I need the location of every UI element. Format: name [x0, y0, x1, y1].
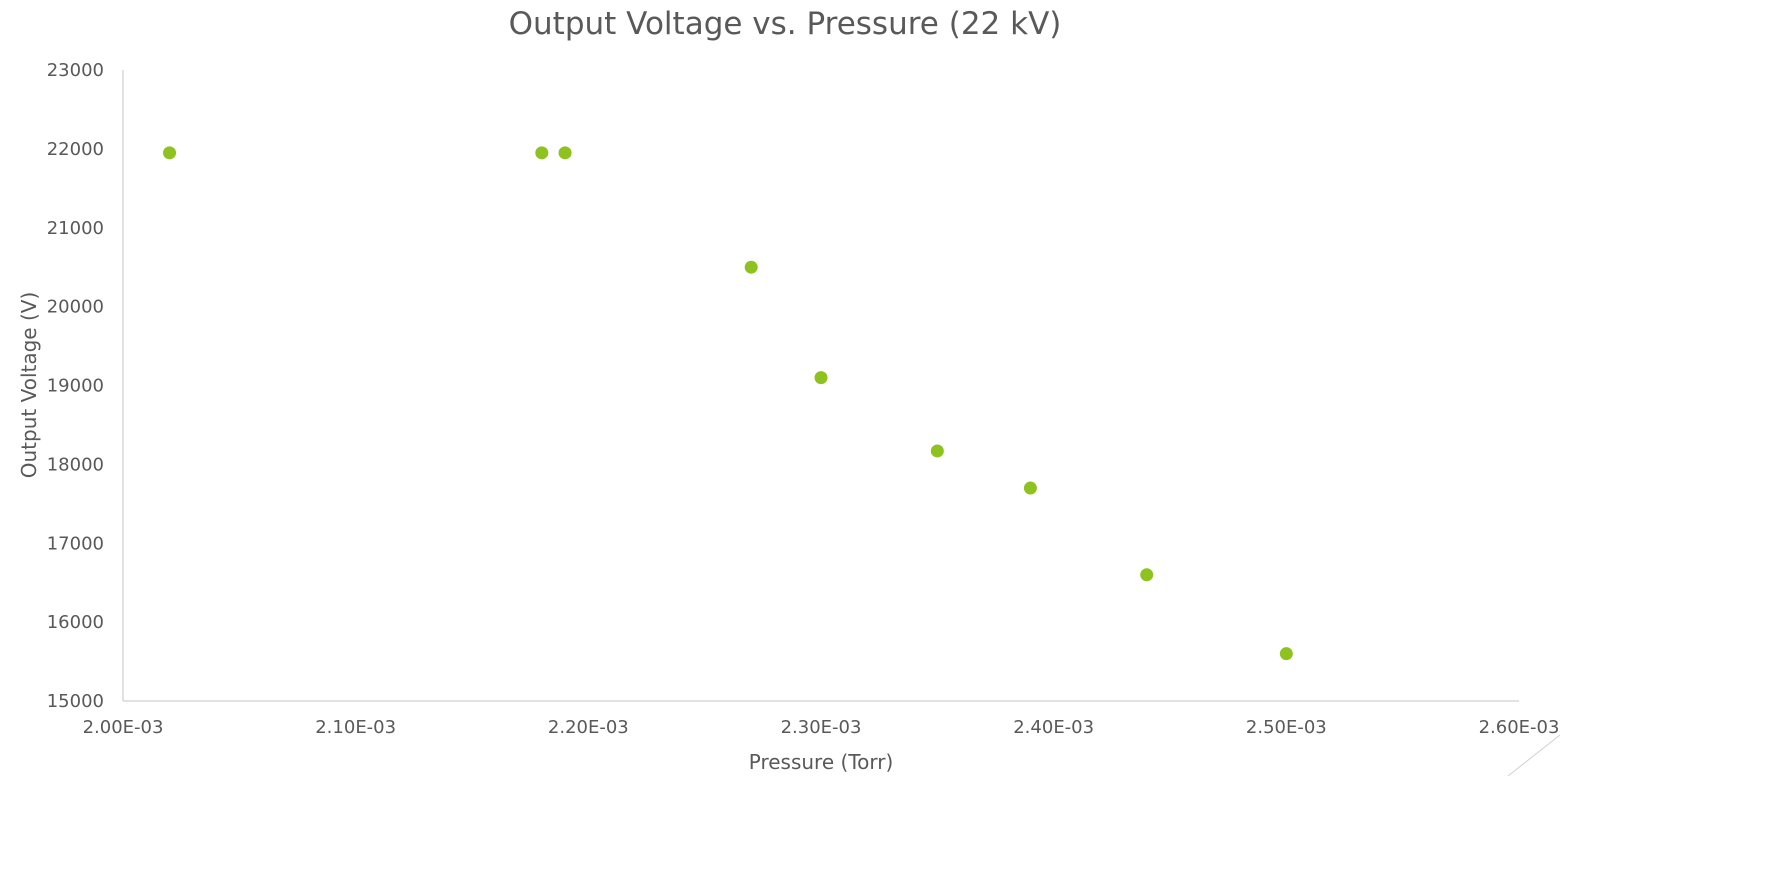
data-point	[744, 260, 758, 274]
x-tick-label: 2.10E-03	[315, 717, 396, 738]
y-tick-label: 21000	[47, 218, 104, 239]
y-tick-labels: 15000 16000 17000 18000 19000 20000 21000 22000…	[47, 60, 104, 712]
data-point	[535, 146, 549, 160]
y-tick-label: 22000	[47, 139, 104, 160]
data-point	[1279, 647, 1293, 661]
data-points	[163, 146, 1293, 661]
x-axis-title: Pressure (Torr)	[749, 750, 894, 774]
x-tick-label: 2.50E-03	[1246, 717, 1327, 738]
data-point	[1140, 568, 1154, 582]
data-point	[1023, 481, 1037, 495]
y-tick-label: 20000	[47, 297, 104, 318]
x-tick-labels: 2.00E-03 2.10E-03 2.20E-03 2.30E-03 2.40E-03…	[83, 717, 1560, 738]
y-tick-label: 16000	[47, 612, 104, 633]
data-point	[814, 371, 828, 385]
y-tick-label: 15000	[47, 691, 104, 712]
x-tick-label: 2.00E-03	[83, 717, 164, 738]
corner-decoration-line	[1507, 734, 1561, 777]
y-tick-label: 17000	[47, 533, 104, 554]
y-tick-label: 23000	[47, 60, 104, 81]
x-tick-label: 2.30E-03	[781, 717, 862, 738]
x-tick-label: 2.60E-03	[1479, 717, 1560, 738]
data-point	[930, 444, 944, 458]
y-tick-label: 19000	[47, 376, 104, 397]
x-tick-label: 2.40E-03	[1013, 717, 1094, 738]
data-point	[558, 146, 572, 160]
x-tick-label: 2.20E-03	[548, 717, 629, 738]
y-axis-title: Output Voltage (V)	[17, 292, 41, 479]
chart-title: Output Voltage vs. Pressure (22 kV)	[509, 6, 1062, 42]
y-tick-label: 18000	[47, 454, 104, 475]
data-point	[163, 146, 177, 160]
